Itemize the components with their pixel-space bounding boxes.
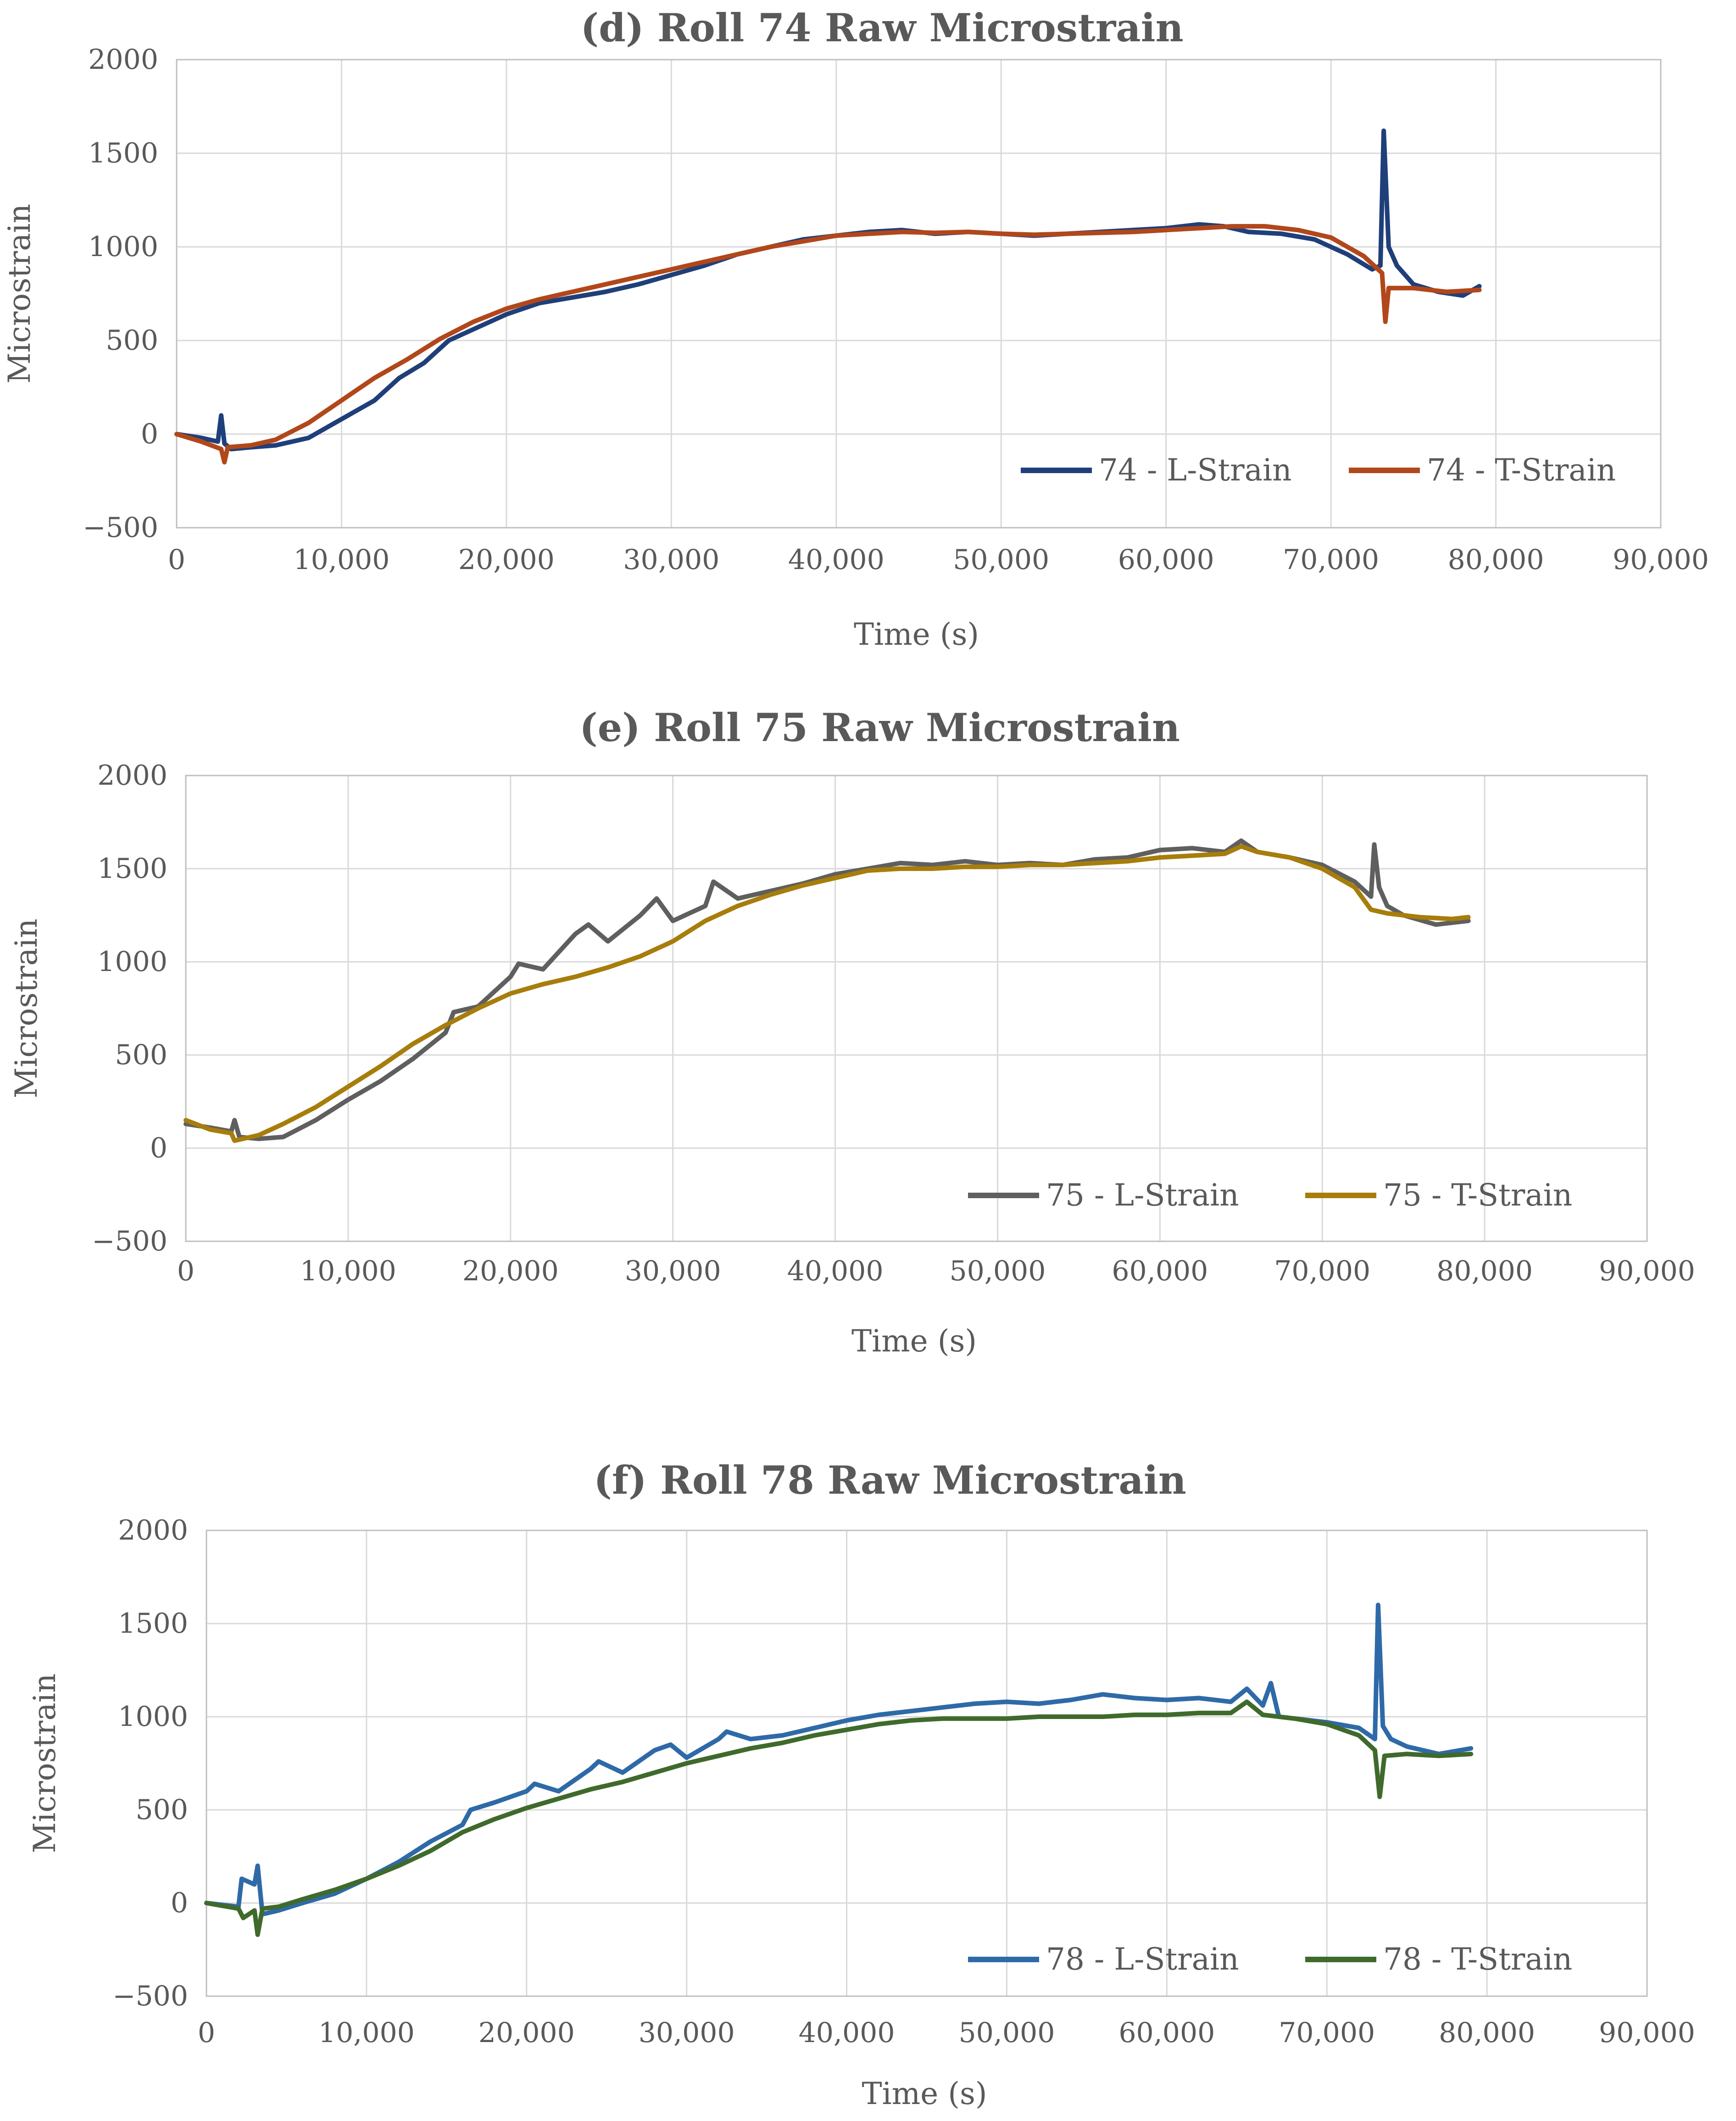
y-tick-label: 500 bbox=[135, 1794, 188, 1826]
chart-panel-1: (e) Roll 75 Raw Microstrain −500 0 500 1000 1… bbox=[9, 705, 1695, 1359]
x-axis-label: Time (s) bbox=[854, 617, 979, 652]
y-axis-label: Microstrain bbox=[2, 204, 37, 384]
y-tick-label: −500 bbox=[92, 1225, 167, 1257]
x-tick-label: 0 bbox=[168, 544, 185, 576]
y-tick-label: 2000 bbox=[118, 1514, 188, 1546]
x-tick-label: 40,000 bbox=[788, 544, 885, 576]
y-tick-label: 2000 bbox=[97, 759, 167, 792]
y-tick-label: 0 bbox=[171, 1887, 188, 1919]
legend-label: 74 - L-Strain bbox=[1099, 452, 1292, 488]
x-axis-label: Time (s) bbox=[851, 1323, 977, 1359]
y-tick-label: 2000 bbox=[88, 44, 158, 76]
y-tick-label: 0 bbox=[150, 1132, 167, 1164]
y-tick-label: 1500 bbox=[97, 853, 167, 885]
chart-title: (f) Roll 78 Raw Microstrain bbox=[594, 1457, 1186, 1503]
x-tick-label: 50,000 bbox=[958, 2017, 1055, 2049]
x-tick-label: 20,000 bbox=[479, 2017, 575, 2049]
y-tick-label: −500 bbox=[112, 1980, 188, 2012]
legend-label: 74 - T-Strain bbox=[1427, 452, 1616, 488]
plot-area bbox=[176, 59, 1662, 529]
chart-title: (d) Roll 74 Raw Microstrain bbox=[580, 5, 1183, 50]
legend-label: 75 - T-Strain bbox=[1383, 1178, 1572, 1213]
plot-area bbox=[185, 775, 1648, 1242]
series-line-74-t-strain bbox=[174, 224, 1482, 465]
x-tick-label: 30,000 bbox=[625, 1255, 721, 1287]
series-line-75-t-strain bbox=[184, 844, 1471, 1143]
x-tick-label: 90,000 bbox=[1599, 1255, 1695, 1287]
legend-label: 75 - L-Strain bbox=[1046, 1178, 1239, 1213]
legend-label: 78 - T-Strain bbox=[1383, 1942, 1572, 1977]
x-axis-label: Time (s) bbox=[862, 2076, 987, 2111]
x-tick-label: 60,000 bbox=[1118, 2017, 1215, 2049]
legend-label: 78 - L-Strain bbox=[1046, 1942, 1239, 1977]
y-tick-label: 500 bbox=[106, 324, 158, 357]
x-tick-label: 50,000 bbox=[953, 544, 1049, 576]
x-tick-label: 20,000 bbox=[458, 544, 555, 576]
y-tick-label: 1500 bbox=[118, 1607, 188, 1640]
y-axis-label: Microstrain bbox=[9, 919, 44, 1099]
x-tick-label: 70,000 bbox=[1283, 544, 1379, 576]
series-line-74-l-strain bbox=[174, 128, 1482, 452]
x-tick-label: 10,000 bbox=[293, 544, 389, 576]
x-tick-label: 90,000 bbox=[1613, 544, 1709, 576]
x-tick-label: 10,000 bbox=[300, 1255, 396, 1287]
series-line-78-t-strain bbox=[204, 1699, 1474, 1937]
x-tick-label: 80,000 bbox=[1448, 544, 1544, 576]
x-tick-label: 40,000 bbox=[799, 2017, 895, 2049]
x-tick-label: 0 bbox=[177, 1255, 195, 1287]
series-line-75-l-strain bbox=[184, 838, 1471, 1141]
x-tick-label: 60,000 bbox=[1118, 544, 1214, 576]
y-tick-label: 1500 bbox=[88, 137, 158, 169]
y-tick-label: −500 bbox=[83, 512, 158, 544]
y-axis-label: Microstrain bbox=[27, 1674, 62, 1853]
x-tick-label: 80,000 bbox=[1439, 2017, 1535, 2049]
x-tick-label: 70,000 bbox=[1279, 2017, 1375, 2049]
x-tick-label: 30,000 bbox=[623, 544, 719, 576]
y-tick-label: 0 bbox=[141, 418, 158, 450]
y-tick-label: 1000 bbox=[88, 231, 158, 263]
y-tick-label: 1000 bbox=[97, 946, 167, 978]
x-tick-label: 10,000 bbox=[318, 2017, 415, 2049]
x-tick-label: 50,000 bbox=[949, 1255, 1046, 1287]
y-tick-label: 500 bbox=[115, 1039, 167, 1071]
x-tick-label: 30,000 bbox=[639, 2017, 735, 2049]
x-tick-label: 40,000 bbox=[787, 1255, 884, 1287]
x-tick-label: 80,000 bbox=[1436, 1255, 1533, 1287]
y-tick-label: 1000 bbox=[118, 1701, 188, 1733]
x-tick-label: 60,000 bbox=[1112, 1255, 1208, 1287]
chart-title: (e) Roll 75 Raw Microstrain bbox=[579, 705, 1180, 750]
x-tick-label: 90,000 bbox=[1599, 2017, 1695, 2049]
plot-area bbox=[206, 1529, 1648, 1997]
x-tick-label: 20,000 bbox=[462, 1255, 559, 1287]
x-tick-label: 70,000 bbox=[1274, 1255, 1370, 1287]
chart-panel-0: (d) Roll 74 Raw Microstrain −500 0 500 1000 1… bbox=[2, 5, 1709, 652]
chart-panel-2: (f) Roll 78 Raw Microstrain −500 0 500 1000 1… bbox=[27, 1457, 1695, 2111]
x-tick-label: 0 bbox=[198, 2017, 215, 2049]
